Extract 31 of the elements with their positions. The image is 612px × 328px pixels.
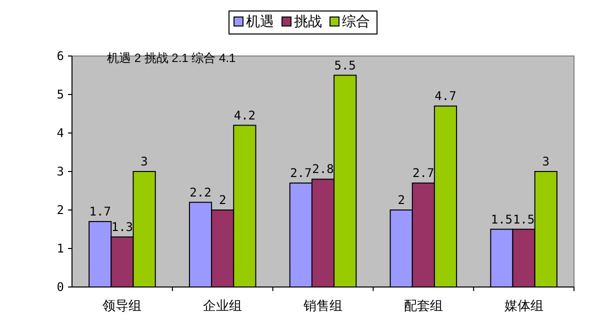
data-label: 1.3: [111, 220, 134, 234]
data-label: 2.8: [312, 162, 334, 176]
legend-label: 挑战: [294, 13, 322, 29]
data-label: 2: [398, 193, 405, 207]
x-tick-label: 领导组: [102, 298, 142, 313]
data-label: 2.7: [412, 166, 434, 180]
data-label: 2.2: [190, 185, 212, 200]
x-tick-label: 销售组: [302, 298, 342, 313]
data-label: 1.5: [490, 212, 513, 226]
y-tick-label: 6: [56, 49, 64, 63]
y-tick-label: 3: [56, 164, 64, 178]
data-label: 4.7: [434, 89, 456, 104]
y-tick-label: 0: [56, 280, 64, 294]
data-label: 1.7: [89, 204, 111, 219]
data-label: 2.7: [290, 166, 312, 180]
legend-label: 机遇: [246, 13, 274, 29]
data-label: 5.5: [334, 58, 356, 72]
y-tick-label: 5: [56, 88, 64, 102]
annotation: 机遇 2 挑战 2.1 综合 4.1: [107, 51, 236, 65]
data-label: 3: [542, 154, 550, 168]
data-label: 3: [140, 154, 148, 168]
data-label: 1.5: [512, 212, 535, 226]
y-tick-label: 4: [56, 126, 64, 140]
legend-label: 综合: [342, 13, 370, 29]
x-tick-label: 配套组: [404, 298, 443, 313]
data-label: 2: [218, 193, 226, 207]
y-tick-label: 2: [56, 203, 64, 217]
x-tick-label: 企业组: [203, 298, 242, 313]
y-tick-label: 1: [56, 242, 64, 256]
data-label: 4.2: [234, 108, 256, 122]
x-tick-label: 媒体组: [504, 298, 544, 313]
